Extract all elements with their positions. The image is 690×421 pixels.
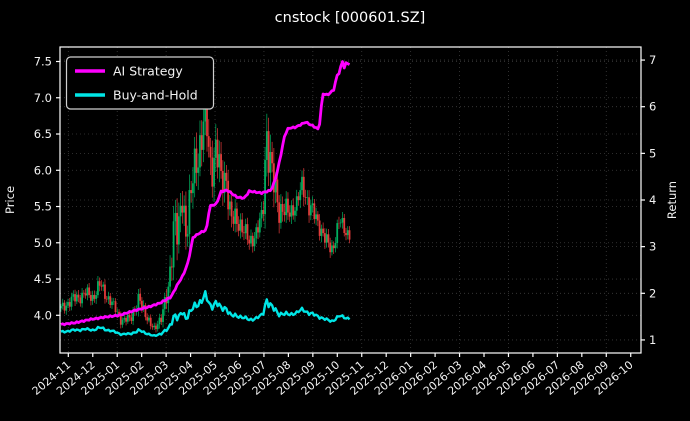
return-tick-label: 3	[649, 240, 656, 254]
price-tick-label: 4.0	[34, 308, 52, 322]
price-tick-label: 5.5	[34, 200, 52, 214]
price-tick-label: 7.5	[34, 55, 52, 69]
chart-title: cnstock [000601.SZ]	[275, 10, 426, 26]
price-tick-label: 6.0	[34, 163, 52, 177]
legend-label-ai-strategy: AI Strategy	[113, 64, 183, 79]
return-tick-label: 2	[649, 286, 656, 300]
series-lines	[60, 60, 351, 337]
candles-layer	[60, 71, 351, 333]
axis-ticks	[56, 59, 645, 357]
ai-strategy-line	[60, 60, 351, 327]
price-axis-label: Price	[3, 186, 17, 214]
price-tick-label: 7.0	[34, 91, 52, 105]
legend: AI Strategy Buy-and-Hold	[65, 56, 215, 110]
return-tick-label: 5	[649, 146, 656, 160]
price-tick-label: 4.5	[34, 272, 52, 286]
price-tick-label: 6.5	[34, 127, 52, 141]
return-axis-label: Return	[665, 181, 679, 219]
plot-area-border	[59, 46, 642, 354]
buy-and-hold-line	[60, 290, 351, 337]
return-tick-label: 4	[649, 193, 656, 207]
price-tick-label: 5.0	[34, 236, 52, 250]
legend-label-buy-and-hold: Buy-and-Hold	[113, 88, 198, 103]
return-tick-label: 7	[649, 53, 656, 67]
return-tick-label: 1	[649, 333, 656, 347]
return-tick-label: 6	[649, 100, 656, 114]
